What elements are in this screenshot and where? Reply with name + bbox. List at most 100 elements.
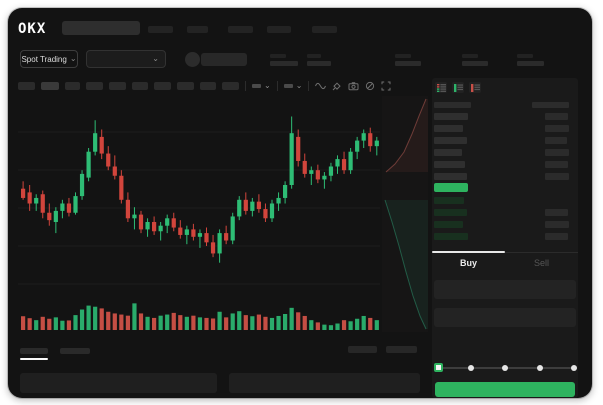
ask-price-row[interactable]	[434, 173, 467, 180]
ask-price-row[interactable]	[434, 137, 467, 144]
candle-body	[217, 233, 222, 254]
ask-price-row[interactable]	[434, 125, 463, 132]
bid-price-row[interactable]	[434, 233, 468, 240]
camera-icon[interactable]	[348, 81, 359, 91]
nav-item-placeholder[interactable]	[312, 26, 337, 33]
bid-price-row[interactable]	[434, 221, 463, 228]
bid-size-row[interactable]	[545, 221, 569, 228]
interval-button[interactable]	[200, 82, 216, 90]
ask-size-row[interactable]	[545, 173, 569, 180]
coin-icon	[185, 52, 200, 67]
candle-body	[145, 222, 150, 230]
candle-body	[276, 197, 281, 204]
interval-button[interactable]	[65, 82, 80, 90]
ask-size-row[interactable]	[545, 125, 569, 132]
candle-body	[184, 229, 189, 235]
candle-body	[269, 203, 275, 219]
volume-bar	[184, 316, 189, 330]
draw-icon[interactable]	[332, 81, 342, 91]
bottom-action-placeholder[interactable]	[386, 346, 417, 353]
candle-body	[132, 214, 137, 219]
volume-bar	[93, 306, 98, 330]
volume-bar	[204, 317, 209, 330]
candle-body	[335, 159, 340, 167]
slider-stop-dot[interactable]	[537, 365, 543, 371]
ask-size-row[interactable]	[545, 149, 569, 156]
wave-indicator-icon[interactable]	[315, 81, 327, 91]
book-combined-icon[interactable]	[435, 82, 447, 93]
volume-bar	[276, 315, 281, 330]
slider-stop-dot[interactable]	[571, 365, 577, 371]
price-input[interactable]	[434, 280, 576, 299]
candle-body	[53, 210, 58, 222]
stat-label-placeholder	[462, 54, 478, 58]
candle-body	[165, 218, 170, 226]
fullscreen-icon[interactable]	[381, 81, 391, 91]
okx-logo: OKX	[18, 21, 47, 37]
volume-bar	[106, 311, 111, 330]
volume-bar	[361, 315, 366, 330]
volume-bar	[263, 316, 268, 330]
candle-body	[73, 196, 78, 213]
slider-stop-dot[interactable]	[468, 365, 474, 371]
bid-size-row[interactable]	[545, 209, 568, 216]
ask-size-row[interactable]	[545, 113, 568, 120]
divider	[308, 81, 310, 91]
tab-buy[interactable]: Buy	[459, 258, 477, 268]
tab-sell[interactable]: Sell	[533, 258, 549, 268]
ask-price-row[interactable]	[434, 149, 462, 156]
chevron-down-icon: ⌄	[295, 81, 303, 90]
nav-item-placeholder[interactable]	[187, 26, 208, 33]
market-type-selector[interactable]: Spot Trading ⌄	[20, 50, 78, 68]
ask-size-row[interactable]	[545, 137, 567, 144]
candle-body	[27, 192, 32, 204]
last-price-bar[interactable]	[434, 183, 468, 192]
buy-submit-button[interactable]	[435, 382, 575, 397]
bottom-action-placeholder[interactable]	[348, 346, 377, 353]
history-tab-placeholder[interactable]	[20, 348, 48, 354]
interval-button[interactable]	[86, 82, 103, 90]
candle-body	[138, 214, 144, 230]
slider-stop-dot[interactable]	[502, 365, 508, 371]
chart-type-label-placeholder	[252, 84, 261, 88]
ask-size-row[interactable]	[545, 161, 568, 168]
candle-body	[237, 199, 242, 217]
hide-icon[interactable]	[365, 81, 375, 91]
candle-body	[374, 140, 379, 147]
amount-slider-handle[interactable]	[434, 363, 443, 372]
amount-input[interactable]	[434, 308, 576, 327]
interval-button[interactable]	[222, 82, 239, 90]
history-tab-placeholder[interactable]	[60, 348, 90, 354]
volume-bar	[47, 318, 52, 330]
interval-button[interactable]	[132, 82, 148, 90]
book-asks-icon[interactable]	[469, 82, 481, 93]
pair-selector-dropdown[interactable]: ⌄	[86, 50, 166, 68]
interval-button[interactable]	[18, 82, 35, 90]
volume-bar	[152, 317, 157, 330]
price-chart[interactable]	[18, 96, 430, 342]
bid-price-row[interactable]	[434, 197, 464, 204]
interval-button[interactable]	[154, 82, 171, 90]
volume-bar	[21, 316, 26, 330]
ask-price-row[interactable]	[434, 161, 465, 168]
chevron-down-icon: ⌄	[152, 54, 159, 63]
volume-bar	[86, 305, 91, 330]
chart-type-dropdown[interactable]: ⌄	[252, 82, 271, 90]
ask-price-row[interactable]	[434, 113, 468, 120]
indicator-dropdown[interactable]: ⌄	[283, 81, 303, 90]
market-type-label: Spot Trading	[21, 54, 67, 64]
bid-price-row[interactable]	[434, 209, 467, 216]
volume-bar	[112, 313, 117, 330]
interval-button[interactable]	[41, 82, 59, 90]
volume-bar	[256, 314, 261, 330]
interval-button[interactable]	[177, 82, 194, 90]
nav-item-placeholder[interactable]	[148, 26, 173, 33]
book-header-right	[532, 102, 569, 108]
book-bids-icon[interactable]	[452, 82, 464, 93]
nav-item-placeholder[interactable]	[267, 26, 291, 33]
search-input[interactable]	[62, 21, 140, 35]
nav-item-placeholder[interactable]	[228, 26, 253, 33]
bid-size-row[interactable]	[545, 233, 568, 240]
interval-button[interactable]	[109, 82, 126, 90]
volume-bar	[237, 311, 242, 330]
